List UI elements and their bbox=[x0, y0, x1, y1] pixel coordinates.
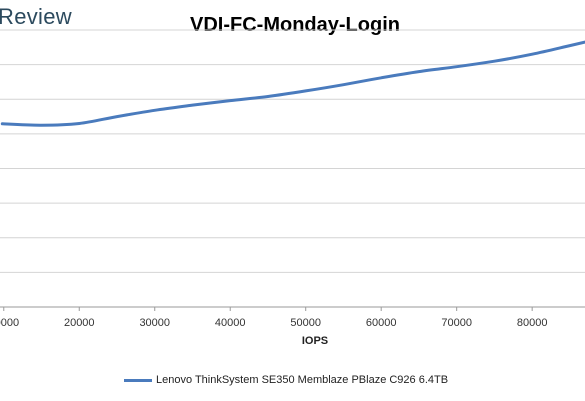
x-tick-label: 10000 bbox=[0, 317, 19, 329]
series-line bbox=[0, 40, 585, 127]
x-tick-label: 30000 bbox=[139, 317, 170, 329]
x-tick-label: 40000 bbox=[215, 317, 246, 329]
x-tick-label: 60000 bbox=[366, 317, 397, 329]
x-tick-label: 20000 bbox=[64, 317, 95, 329]
brand-logo-text: Review bbox=[0, 4, 72, 29]
legend-label: Lenovo ThinkSystem SE350 Memblaze PBlaze… bbox=[156, 374, 449, 386]
x-axis-ticks: 10000 20000 30000 40000 50000 60000 70000 80000 bbox=[0, 307, 547, 329]
legend-swatch bbox=[124, 378, 152, 382]
x-tick-label: 80000 bbox=[517, 317, 548, 329]
x-tick-label: 50000 bbox=[290, 317, 321, 329]
gridlines bbox=[0, 29, 585, 308]
series-lines bbox=[0, 40, 585, 127]
legend: Lenovo ThinkSystem SE350 Memblaze PBlaze… bbox=[124, 374, 448, 386]
x-axis-label: IOPS bbox=[301, 335, 329, 347]
x-tick-label: 70000 bbox=[441, 317, 472, 329]
